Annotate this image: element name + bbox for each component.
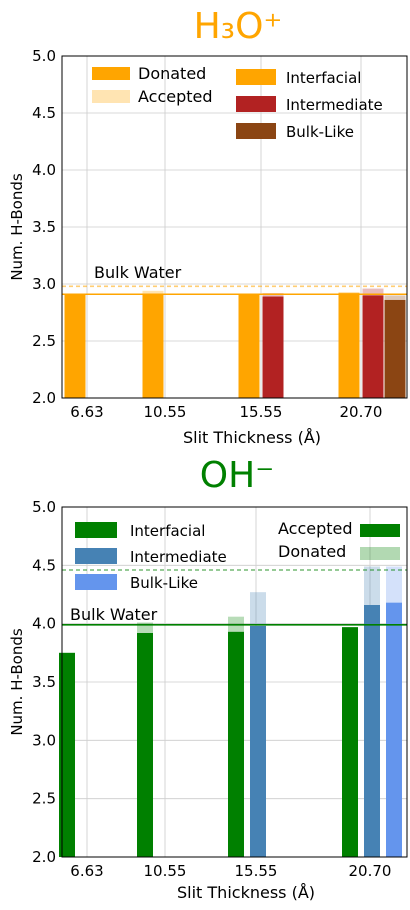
x-axis-label: Slit Thickness (Å) (183, 428, 321, 447)
bar-donated (238, 294, 260, 398)
legend-label-donated: Donated (138, 64, 206, 83)
x-tick-label: 20.70 (349, 862, 392, 880)
x-tick-label: 10.55 (144, 862, 187, 880)
legend-swatch-bulk-like (236, 123, 276, 139)
legend-swatch-bulk-like (75, 574, 117, 590)
chart-oh: OH⁻ Bulk Water 2.0 2.5 3.0 3.5 4.0 4.5 5.0 6.6… (8, 455, 408, 902)
x-tick-label: 20.70 (340, 403, 383, 421)
legend-swatch-interfacial (236, 69, 276, 85)
legend-swatch-accepted (92, 90, 130, 103)
y-tick-label: 3.0 (32, 275, 56, 293)
legend-swatch-interfacial (75, 522, 117, 538)
y-tick-label: 2.0 (32, 848, 56, 866)
legend-label-donated: Donated (278, 542, 346, 561)
bar-accepted (228, 631, 244, 857)
bar-donated (142, 294, 164, 398)
bar-accepted (250, 626, 266, 857)
chart-title: H₃O⁺ (194, 6, 283, 47)
x-tick-label: 6.63 (70, 403, 103, 421)
x-tick-label: 15.55 (240, 403, 283, 421)
legend-swatch-intermediate (75, 548, 117, 564)
bar-accepted (386, 602, 402, 857)
bar-accepted (342, 627, 358, 857)
chart-h3o: H₃O⁺ Bulk Water 2.0 2.5 3.0 3.5 4.0 4.5 5.0 6.… (8, 6, 408, 447)
y-axis-label: Num. H-Bonds (8, 173, 26, 281)
accepted-bars (59, 602, 402, 857)
plot-frame (61, 506, 408, 858)
y-tick-label: 2.5 (32, 790, 56, 808)
y-tick-labels: 2.0 2.5 3.0 3.5 4.0 4.5 5.0 (32, 498, 56, 866)
reference-lines (62, 569, 407, 626)
legend-label-intermediate: Intermediate (286, 96, 383, 114)
y-tick-label: 4.5 (32, 104, 56, 122)
legend-swatch-accepted (360, 524, 400, 537)
y-tick-label: 4.0 (32, 615, 56, 633)
x-tick-label: 6.63 (70, 862, 103, 880)
bar-donated (338, 293, 360, 398)
reference-lines (62, 285, 407, 296)
bar-donated (384, 299, 406, 398)
y-tick-label: 5.0 (32, 498, 56, 516)
legend-series: Interfacial Intermediate Bulk-Like (236, 69, 383, 141)
bar-donated (362, 295, 384, 398)
x-tick-label: 10.55 (144, 403, 187, 421)
y-tick-label: 4.5 (32, 556, 56, 574)
y-tick-label: 4.0 (32, 161, 56, 179)
legend-label-bulk-like: Bulk-Like (286, 123, 354, 141)
legend-type: Accepted Donated (278, 519, 400, 561)
y-axis-label: Num. H-Bonds (8, 628, 26, 736)
y-tick-label: 3.5 (32, 218, 56, 236)
bar-accepted (137, 633, 153, 857)
legend-label-interfacial: Interfacial (130, 522, 205, 540)
y-tick-label: 3.0 (32, 731, 56, 749)
legend-swatch-donated (92, 67, 130, 80)
legend-type: Donated Accepted (92, 64, 213, 106)
legend-label-accepted: Accepted (278, 519, 353, 538)
bulk-water-label: Bulk Water (94, 263, 182, 282)
bar-accepted (364, 605, 380, 857)
legend-label-bulk-like: Bulk-Like (130, 574, 198, 592)
x-tick-labels: 6.63 10.55 15.55 20.70 (70, 403, 382, 421)
chart-title: OH⁻ (200, 455, 274, 496)
bar-accepted (59, 652, 75, 857)
donated-bars (64, 293, 406, 398)
bulk-water-label: Bulk Water (70, 605, 158, 624)
legend-swatch-donated (360, 547, 400, 560)
legend-label-intermediate: Intermediate (130, 548, 227, 566)
y-tick-label: 2.0 (32, 389, 56, 407)
bar-donated (262, 296, 284, 398)
x-tick-label: 15.55 (235, 862, 278, 880)
x-tick-labels: 6.63 10.55 15.55 20.70 (70, 862, 391, 880)
y-tick-label: 3.5 (32, 673, 56, 691)
y-tick-label: 5.0 (32, 47, 56, 65)
y-tick-labels: 2.0 2.5 3.0 3.5 4.0 4.5 5.0 (32, 47, 56, 407)
legend-label-accepted: Accepted (138, 87, 213, 106)
plot-frame (61, 55, 408, 399)
legend-label-interfacial: Interfacial (286, 69, 361, 87)
x-axis-label: Slit Thickness (Å) (177, 883, 315, 902)
bar-donated (64, 294, 86, 398)
legend-swatch-intermediate (236, 96, 276, 112)
y-tick-label: 2.5 (32, 332, 56, 350)
legend-series: Interfacial Intermediate Bulk-Like (75, 522, 227, 592)
